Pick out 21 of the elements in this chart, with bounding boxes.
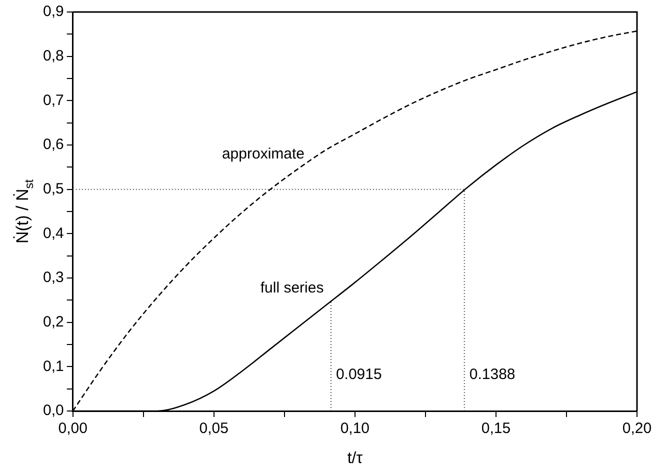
x-tick-label: 0,05	[199, 420, 228, 438]
series-label: approximate	[222, 145, 305, 162]
y-tick-label: 0,5	[42, 180, 64, 198]
y-tick-label: 0,2	[42, 313, 64, 330]
series-label: full series	[260, 280, 324, 297]
y-tick-label: 0,4	[42, 224, 64, 242]
x-axis-title: t/τ	[347, 450, 364, 467]
y-tick-label: 0,0	[42, 402, 64, 420]
y-tick-label: 0,8	[42, 47, 64, 64]
ref-line-label: 0.0915	[336, 366, 382, 384]
y-axis-title: Ṅ(t) / Ṅst	[13, 178, 36, 244]
x-tick-label: 0,10	[340, 420, 370, 438]
y-tick-label: 0,7	[42, 92, 64, 109]
y-tick-label: 0,1	[42, 358, 64, 375]
y-tick-label: 0,3	[42, 269, 64, 286]
ref-line-label: 0.1388	[469, 366, 516, 384]
x-tick-label: 0,15	[481, 420, 511, 438]
y-tick-label: 0,9	[42, 3, 64, 20]
x-tick-label: 0,00	[58, 420, 88, 438]
y-tick-label: 0,6	[42, 136, 64, 154]
x-tick-label: 0,20	[622, 420, 652, 438]
